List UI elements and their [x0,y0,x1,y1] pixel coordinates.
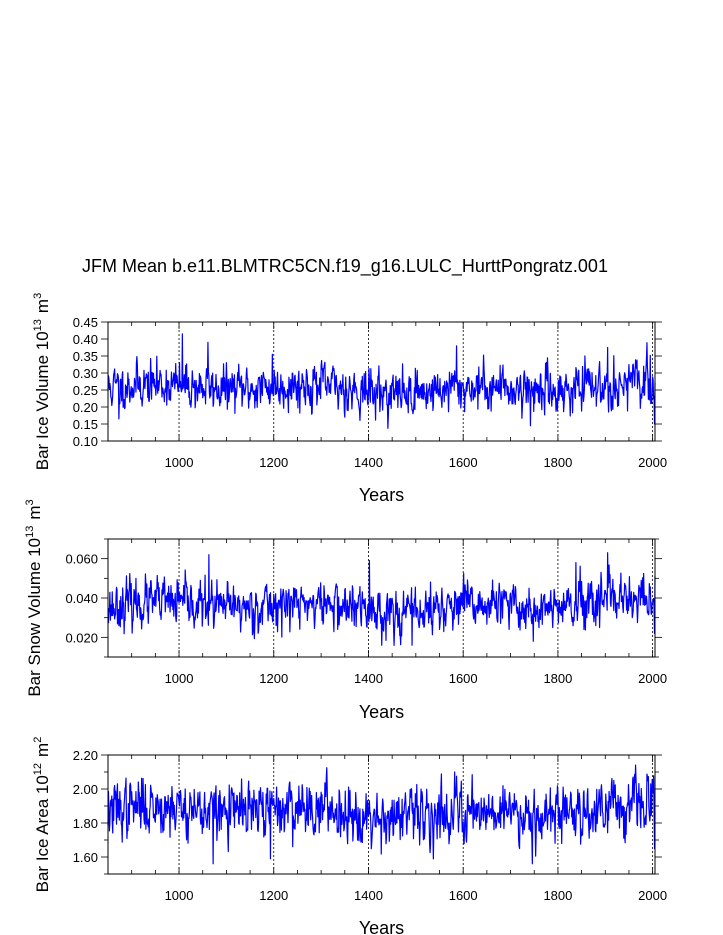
panels: 1000 1200 1400 1600 1800 2000 0.10 0.15 0.20 0.25… [24,293,667,935]
plot-frame [107,754,656,875]
y-axis-label: Bar Ice Volume 1013 m3 [32,293,52,470]
y-tick-label: 0.45 [73,315,98,330]
x-tick-label: 1000 [165,671,194,686]
y-label-unit: m [33,743,52,757]
y-label-unit: m [33,299,52,313]
y-label-unit: m [25,505,44,519]
data-line [107,552,656,647]
x-tick-label: 1800 [543,671,572,686]
plot-frame [107,321,656,442]
y-tick-label: 1.60 [73,850,98,865]
x-tick-label: 1200 [259,888,288,903]
y-label-unit-exponent: 3 [24,499,36,505]
x-tick-label: 1600 [449,671,478,686]
x-tick-label: 2000 [638,671,667,686]
y-tick-label: 0.35 [73,349,98,364]
data-line [107,764,656,865]
panel-3: 1000 1200 1400 1600 1800 2000 1.60 1.80 2.00 2.20… [32,737,667,935]
y-label-main: Bar Ice Volume 10 [33,331,52,470]
y-label-main: Bar Snow Volume 10 [25,538,44,697]
y-tick-label: 0.10 [73,434,98,449]
y-label-unit-exponent: 2 [32,737,44,743]
y-tick-label: 2.20 [73,748,98,763]
y-tick-label: 0.30 [73,366,98,381]
x-tick-label: 1000 [165,455,194,470]
x-tick-label: 1600 [449,455,478,470]
x-tick-label: 1800 [543,455,572,470]
y-axis-label: Bar Ice Area 1012 m2 [32,737,52,893]
x-tick-label: 1600 [449,888,478,903]
y-axis-label: Bar Snow Volume 1013 m3 [24,499,44,696]
x-axis-label: Years [359,702,404,722]
y-tick-label: 0.15 [73,417,98,432]
chart-title: JFM Mean b.e11.BLMTRC5CN.f19_g16.LULC_Hu… [82,256,608,277]
y-label-unit-exponent: 3 [32,293,44,299]
y-tick-label: 1.80 [73,816,98,831]
y-tick-label: 2.00 [73,782,98,797]
x-tick-label: 1200 [259,455,288,470]
y-label-main: Bar Ice Area 10 [33,775,52,892]
y-tick-label: 0.020 [65,630,98,645]
panel-1: 1000 1200 1400 1600 1800 2000 0.10 0.15 0.20 0.25… [32,293,667,505]
x-tick-label: 1800 [543,888,572,903]
y-label-exponent: 12 [32,763,44,775]
x-tick-label: 1000 [165,888,194,903]
x-tick-label: 1400 [354,455,383,470]
y-tick-label: 0.25 [73,383,98,398]
x-tick-label: 1200 [259,671,288,686]
panel-2: 1000 1200 1400 1600 1800 2000 0.020 0.040 0.060 Y… [24,499,667,722]
data-line [107,333,656,429]
x-tick-label: 1400 [354,888,383,903]
x-tick-label: 2000 [638,455,667,470]
y-tick-label: 0.060 [65,552,98,567]
y-tick-label: 0.040 [65,591,98,606]
x-tick-label: 2000 [638,888,667,903]
x-axis-label: Years [359,918,404,935]
x-axis-label: Years [359,485,404,505]
y-label-exponent: 13 [24,526,36,538]
y-label-exponent: 13 [32,319,44,331]
y-tick-label: 0.20 [73,400,98,415]
y-tick-label: 0.40 [73,332,98,347]
x-tick-label: 1400 [354,671,383,686]
